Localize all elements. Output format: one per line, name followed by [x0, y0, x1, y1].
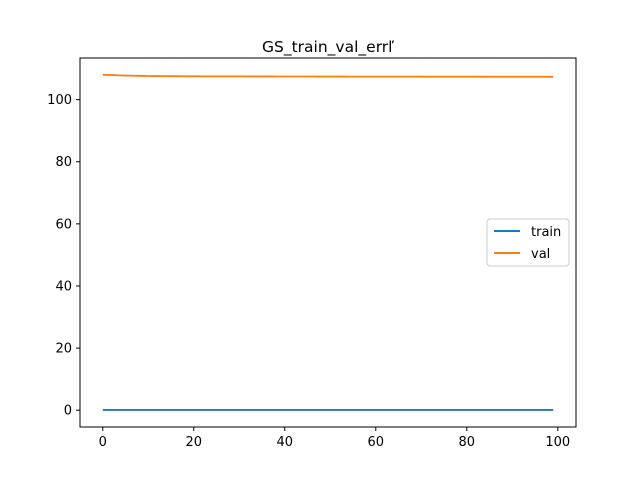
y-tick-label: 40 — [55, 279, 72, 294]
chart-title: GS_train_val_errľ — [262, 38, 394, 57]
y-tick-label: 60 — [55, 217, 72, 232]
y-axis: 0 20 40 60 80 100 — [47, 93, 80, 419]
x-axis: 0 20 40 60 80 100 — [99, 427, 570, 450]
legend: train val — [486, 218, 570, 267]
x-tick-label: 0 — [99, 435, 107, 450]
x-tick-label: 80 — [459, 435, 476, 450]
y-tick-label: 0 — [64, 404, 72, 419]
x-tick-label: 40 — [276, 435, 293, 450]
x-tick-label: 100 — [545, 435, 570, 450]
legend-label-val: val — [531, 247, 550, 262]
series-line-val — [102, 73, 554, 78]
y-tick-label: 80 — [55, 155, 72, 170]
legend-label-train: train — [531, 225, 561, 240]
x-tick-label: 60 — [368, 435, 385, 450]
y-tick-label: 20 — [55, 342, 72, 357]
series-layer — [102, 73, 554, 411]
axes-frame — [79, 57, 577, 428]
x-tick-label: 20 — [185, 435, 202, 450]
y-tick-label: 100 — [47, 93, 72, 108]
